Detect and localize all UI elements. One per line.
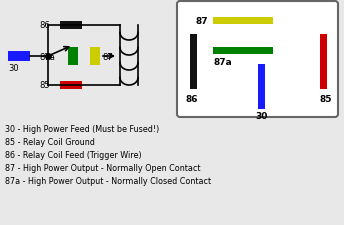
- Text: 85 - Relay Coil Ground: 85 - Relay Coil Ground: [5, 137, 95, 146]
- Bar: [60, 82, 82, 90]
- Bar: [213, 18, 273, 25]
- Text: 86: 86: [39, 21, 50, 30]
- Text: 85: 85: [320, 94, 333, 104]
- Bar: [90, 48, 100, 66]
- Text: 30 - High Power Feed (Must be Fused!): 30 - High Power Feed (Must be Fused!): [5, 124, 159, 133]
- Text: 87a - High Power Output - Normally Closed Contact: 87a - High Power Output - Normally Close…: [5, 176, 211, 185]
- Bar: [213, 48, 273, 55]
- Bar: [258, 65, 265, 110]
- Bar: [320, 35, 327, 90]
- Text: 87 - High Power Output - Normally Open Contact: 87 - High Power Output - Normally Open C…: [5, 163, 201, 172]
- Text: 30: 30: [255, 112, 267, 120]
- Text: 86: 86: [185, 94, 197, 104]
- Text: 87: 87: [102, 52, 113, 61]
- Text: 86 - Relay Coil Feed (Trigger Wire): 86 - Relay Coil Feed (Trigger Wire): [5, 150, 142, 159]
- Text: 87a: 87a: [213, 58, 232, 67]
- Text: 87: 87: [196, 16, 208, 25]
- Bar: [60, 22, 82, 30]
- Bar: [190, 35, 197, 90]
- FancyBboxPatch shape: [177, 2, 338, 117]
- Text: 87a: 87a: [39, 52, 55, 61]
- Text: 30: 30: [8, 64, 19, 73]
- Bar: [68, 48, 78, 66]
- Text: 85: 85: [39, 81, 50, 90]
- Bar: [8, 52, 30, 62]
